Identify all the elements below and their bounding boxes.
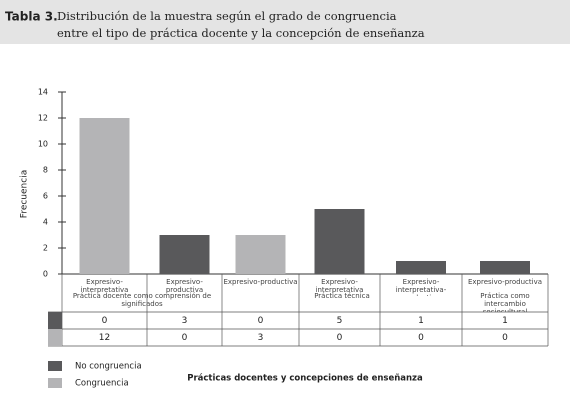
y-tick-label: 12 (38, 114, 48, 123)
table-cell: 0 (102, 316, 108, 326)
group-label-box: Práctica técnica (314, 292, 370, 300)
x-tick-label-box: Expresivo-interpretativa (315, 278, 364, 294)
y-axis-label: Frecuencia (20, 170, 30, 218)
x-tick-label: Expresivo-interpretativa (315, 278, 364, 294)
x-axis-label: Prácticas docentes y concepciones de ens… (187, 374, 423, 384)
bar (159, 235, 210, 274)
table-cell: 0 (258, 316, 264, 326)
x-tick-label: Expresivo-interpretativa (80, 278, 129, 294)
header-band (0, 0, 570, 44)
x-tick-label-box: Expresivo-productiva (165, 278, 204, 294)
legend-swatch (48, 361, 62, 371)
x-tick-label: Expresivo-interpretativa-productiva (395, 278, 447, 296)
group-label-box: Práctica como intercambio sociocultural (480, 292, 530, 312)
group-label: Práctica como intercambio sociocultural (480, 292, 530, 312)
group-label: Práctica docente como comprensión de sig… (72, 292, 212, 308)
table-swatch (48, 312, 62, 329)
table-cell: 3 (182, 316, 188, 326)
table-cell: 12 (99, 333, 110, 343)
table-cell: 0 (182, 333, 188, 343)
x-tick-label: Expresivo-productiva (223, 278, 298, 286)
bar (396, 261, 446, 274)
bar (314, 209, 365, 274)
group-label-box: Práctica docente como comprensión de sig… (72, 292, 212, 308)
x-tick-label: Expresivo-productiva (165, 278, 204, 294)
title-line: entre el tipo de práctica docente y la c… (57, 26, 425, 40)
title-line: Distribución de la muestra según el grad… (57, 9, 397, 23)
legend-label: No congruencia (75, 362, 142, 372)
table-cell: 5 (337, 316, 343, 326)
legend-swatch (48, 378, 62, 388)
x-tick-label-box: Expresivo-productiva (467, 278, 542, 286)
table-cell: 0 (502, 333, 508, 343)
legend-label: Congruencia (75, 379, 129, 389)
table-cell: 0 (337, 333, 343, 343)
y-tick-label: 0 (43, 270, 48, 279)
table-cell: 3 (258, 333, 264, 343)
table-swatch (48, 329, 62, 346)
y-tick-label: 4 (43, 218, 48, 227)
y-tick-label: 8 (43, 166, 48, 175)
table-cell: 1 (502, 316, 508, 326)
y-tick-label: 14 (38, 88, 48, 97)
y-tick-label: 10 (38, 140, 48, 149)
x-tick-label-box: Expresivo-productiva (223, 278, 298, 286)
group-label: Práctica técnica (314, 292, 370, 300)
x-tick-label: Expresivo-productiva (467, 278, 542, 286)
table-label: Tabla 3. (5, 10, 58, 24)
bar (480, 261, 530, 274)
x-tick-label-box: Expresivo-interpretativa (80, 278, 129, 294)
table-cell: 0 (418, 333, 424, 343)
y-tick-label: 6 (43, 192, 48, 201)
x-tick-label-box: Expresivo-interpretativa-productiva (395, 278, 447, 296)
table-cell: 1 (418, 316, 424, 326)
y-tick-label: 2 (43, 244, 48, 253)
bar (79, 118, 130, 274)
bar (235, 235, 286, 274)
